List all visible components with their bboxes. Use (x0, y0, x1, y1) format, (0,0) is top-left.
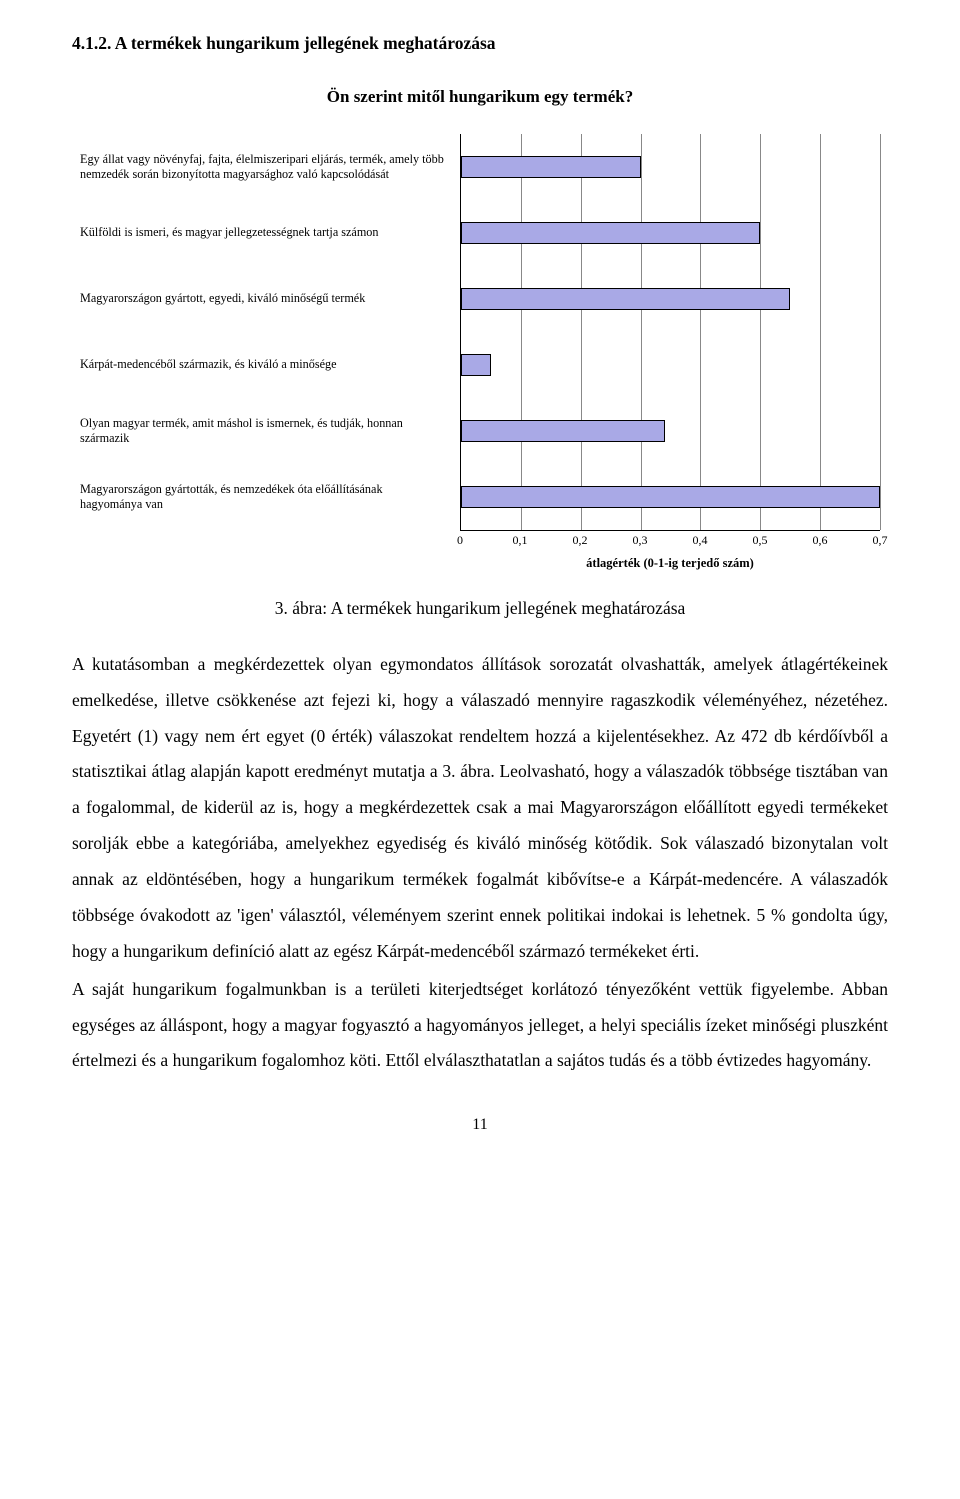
chart-axis-label: átlagérték (0-1-ig terjedő szám) (460, 554, 880, 573)
chart-tick: 0,6 (813, 531, 828, 549)
chart-bar (461, 354, 491, 376)
chart-x-axis: 00,10,20,30,40,50,60,7 (80, 530, 880, 548)
chart-row: Egy állat vagy növényfaj, fajta, élelmis… (80, 134, 880, 200)
chart-plot-cell (460, 464, 880, 530)
chart-plot-cell (460, 398, 880, 464)
chart-category-label: Egy állat vagy növényfaj, fajta, élelmis… (80, 152, 460, 183)
chart-bar (461, 156, 641, 178)
chart-row: Olyan magyar termék, amit máshol is isme… (80, 398, 880, 464)
section-heading: 4.1.2. A termékek hungarikum jellegének … (72, 30, 888, 56)
chart-bar (461, 420, 665, 442)
chart-category-label: Magyarországon gyártották, és nemzedékek… (80, 482, 460, 513)
chart-tick: 0,2 (573, 531, 588, 549)
paragraph: A saját hungarikum fogalmunkban is a ter… (72, 972, 888, 1080)
chart-tick: 0,5 (753, 531, 768, 549)
chart-tick: 0,4 (693, 531, 708, 549)
chart-plot-cell (460, 332, 880, 398)
chart-plot-cell (460, 200, 880, 266)
chart-title: Ön szerint mitől hungarikum egy termék? (80, 84, 880, 110)
chart-plot-cell (460, 266, 880, 332)
chart-row: Magyarországon gyártották, és nemzedékek… (80, 464, 880, 530)
chart-row: Külföldi is ismeri, és magyar jellegzete… (80, 200, 880, 266)
chart-tick: 0,1 (513, 531, 528, 549)
chart-bar (461, 288, 790, 310)
chart-tick: 0,3 (633, 531, 648, 549)
page-number: 11 (72, 1113, 888, 1137)
chart-category-label: Olyan magyar termék, amit máshol is isme… (80, 416, 460, 447)
chart-row: Kárpát-medencéből származik, és kiváló a… (80, 332, 880, 398)
chart-category-label: Külföldi is ismeri, és magyar jellegzete… (80, 225, 460, 240)
paragraph: A kutatásomban a megkérdezettek olyan eg… (72, 647, 888, 970)
chart-plot-cell (460, 134, 880, 200)
chart-category-label: Kárpát-medencéből származik, és kiváló a… (80, 357, 460, 372)
figure-caption: 3. ábra: A termékek hungarikum jellegéne… (72, 595, 888, 621)
body-text: A kutatásomban a megkérdezettek olyan eg… (72, 647, 888, 1080)
bar-chart: Ön szerint mitől hungarikum egy termék? … (80, 84, 880, 572)
chart-bar (461, 222, 760, 244)
chart-row: Magyarországon gyártott, egyedi, kiváló … (80, 266, 880, 332)
chart-category-label: Magyarországon gyártott, egyedi, kiváló … (80, 291, 460, 306)
chart-tick: 0 (457, 531, 463, 549)
chart-bar (461, 486, 880, 508)
chart-tick: 0,7 (873, 531, 888, 549)
